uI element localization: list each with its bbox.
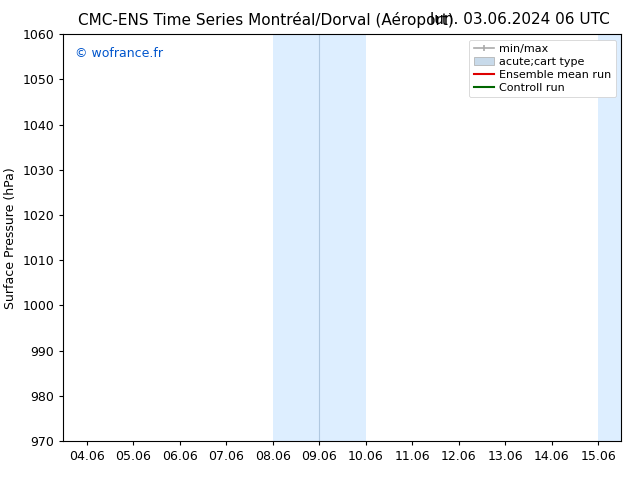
Text: lun. 03.06.2024 06 UTC: lun. 03.06.2024 06 UTC bbox=[430, 12, 610, 27]
Legend: min/max, acute;cart type, Ensemble mean run, Controll run: min/max, acute;cart type, Ensemble mean … bbox=[469, 40, 616, 97]
Text: © wofrance.fr: © wofrance.fr bbox=[75, 47, 162, 59]
Bar bbox=[598, 34, 634, 441]
Y-axis label: Surface Pressure (hPa): Surface Pressure (hPa) bbox=[4, 167, 17, 309]
Bar bbox=[273, 34, 366, 441]
Text: CMC-ENS Time Series Montréal/Dorval (Aéroport): CMC-ENS Time Series Montréal/Dorval (Aér… bbox=[79, 12, 454, 28]
